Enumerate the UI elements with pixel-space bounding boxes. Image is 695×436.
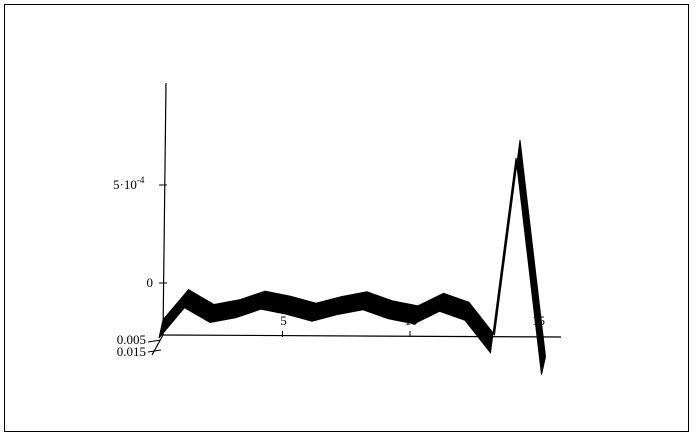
plot-frame: 0 5·10-4 5 10 15 0.005 0.015 [4,4,689,432]
depth-tick-0 [147,339,162,343]
depth-tick-label-0: 0.005 [117,332,146,347]
x-tick-label-1: 10 [405,313,418,328]
z-tick-label-0: 0 [147,275,154,290]
surface-ribbon [158,139,547,375]
depth-tick-1 [147,349,162,353]
depth-axis-line [151,334,164,356]
x-tick-label-0: 5 [280,313,287,328]
z-tick-label-1: 5·10-4 [113,175,145,192]
depth-tick-label-1: 0.015 [117,344,146,359]
z-axis-line [162,82,167,336]
x-tick-label-2: 15 [532,313,545,328]
x-axis-line [162,334,562,338]
